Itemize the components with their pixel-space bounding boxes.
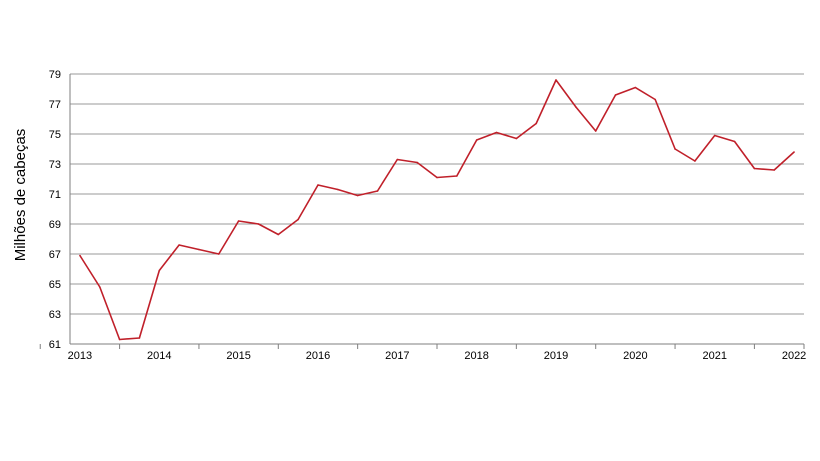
y-axis-title: Milhões de cabeças bbox=[12, 129, 29, 262]
y-tick-label: 69 bbox=[49, 219, 61, 231]
data-point bbox=[277, 233, 280, 236]
y-tick-label: 67 bbox=[49, 249, 61, 261]
gridlines bbox=[70, 73, 804, 315]
data-point bbox=[217, 253, 220, 255]
y-tick-label: 77 bbox=[49, 99, 61, 111]
data-point bbox=[555, 79, 557, 81]
x-tick-label: 2014 bbox=[147, 350, 171, 362]
data-point bbox=[98, 286, 101, 288]
data-point bbox=[198, 248, 200, 251]
y-tick-label: 65 bbox=[49, 279, 61, 291]
data-point bbox=[396, 158, 399, 161]
x-tick-labels: 2013 2014 2015 2016 2017 2018 2019 2020 2021 2022 bbox=[68, 350, 807, 362]
data-point bbox=[614, 94, 617, 96]
data-point bbox=[515, 137, 518, 140]
data-point bbox=[237, 220, 240, 222]
series-line-0 bbox=[79, 79, 795, 341]
data-point bbox=[257, 223, 260, 225]
y-tick-label: 79 bbox=[49, 69, 61, 81]
y-tick-label: 61 bbox=[49, 339, 61, 351]
data-point bbox=[337, 188, 339, 191]
x-tick-label: 2016 bbox=[306, 350, 330, 362]
data-point bbox=[436, 176, 438, 179]
data-point bbox=[79, 254, 81, 257]
data-point bbox=[118, 338, 121, 341]
x-tick-label: 2015 bbox=[226, 350, 250, 362]
data-point bbox=[634, 86, 637, 89]
y-tick-label: 63 bbox=[49, 309, 61, 321]
data-point bbox=[475, 139, 478, 141]
y-tick-label: 75 bbox=[49, 129, 61, 141]
data-point bbox=[594, 130, 597, 132]
data-point bbox=[297, 218, 299, 221]
x-tick-label: 2019 bbox=[544, 350, 568, 362]
data-point bbox=[674, 148, 676, 150]
data-point bbox=[138, 337, 141, 339]
data-point bbox=[713, 134, 716, 137]
y-tick-label: 71 bbox=[49, 189, 61, 201]
data-point bbox=[773, 169, 776, 171]
x-tick-label: 2017 bbox=[385, 350, 409, 362]
data-point bbox=[733, 140, 736, 143]
y-tick-label: 73 bbox=[49, 159, 61, 171]
data-point bbox=[158, 269, 161, 272]
data-point bbox=[535, 122, 537, 125]
data-point bbox=[356, 194, 359, 197]
axes bbox=[39, 74, 805, 349]
data-point bbox=[575, 106, 577, 108]
x-tick-label: 2013 bbox=[68, 350, 92, 362]
x-tick-label: 2022 bbox=[782, 350, 806, 362]
data-point bbox=[376, 190, 379, 192]
data-point bbox=[654, 98, 657, 101]
data-point bbox=[793, 151, 795, 153]
data-point bbox=[317, 184, 319, 186]
data-point bbox=[694, 160, 696, 162]
y-tick-labels: 61 63 65 67 69 71 73 75 77 79 bbox=[49, 69, 61, 351]
series-layer bbox=[79, 79, 795, 341]
data-point bbox=[456, 175, 458, 177]
data-point bbox=[753, 167, 756, 170]
x-tick-label: 2018 bbox=[464, 350, 488, 362]
x-tick-label: 2021 bbox=[702, 350, 726, 362]
data-point bbox=[495, 131, 498, 134]
x-tick-label: 2020 bbox=[623, 350, 647, 362]
data-point bbox=[178, 244, 180, 246]
data-point bbox=[416, 161, 418, 164]
